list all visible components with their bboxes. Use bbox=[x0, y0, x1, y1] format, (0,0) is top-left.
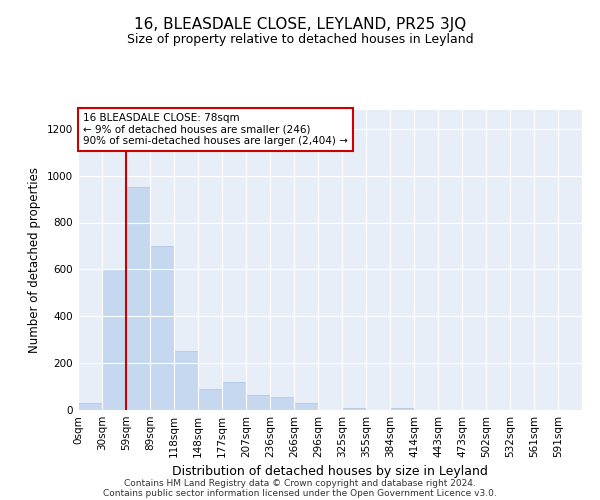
Bar bbox=[78, 403, 102, 410]
Text: Contains HM Land Registry data © Crown copyright and database right 2024.: Contains HM Land Registry data © Crown c… bbox=[124, 478, 476, 488]
Bar bbox=[222, 382, 246, 410]
Bar bbox=[174, 352, 198, 410]
X-axis label: Distribution of detached houses by size in Leyland: Distribution of detached houses by size … bbox=[172, 466, 488, 478]
Y-axis label: Number of detached properties: Number of detached properties bbox=[28, 167, 41, 353]
Bar bbox=[102, 270, 126, 410]
Bar bbox=[198, 389, 222, 410]
Text: Size of property relative to detached houses in Leyland: Size of property relative to detached ho… bbox=[127, 32, 473, 46]
Bar bbox=[390, 408, 414, 410]
Bar bbox=[150, 246, 174, 410]
Bar bbox=[342, 408, 366, 410]
Bar bbox=[126, 188, 150, 410]
Text: Contains public sector information licensed under the Open Government Licence v3: Contains public sector information licen… bbox=[103, 488, 497, 498]
Text: 16, BLEASDALE CLOSE, LEYLAND, PR25 3JQ: 16, BLEASDALE CLOSE, LEYLAND, PR25 3JQ bbox=[134, 18, 466, 32]
Bar bbox=[270, 397, 294, 410]
Bar bbox=[246, 395, 270, 410]
Text: 16 BLEASDALE CLOSE: 78sqm
← 9% of detached houses are smaller (246)
90% of semi-: 16 BLEASDALE CLOSE: 78sqm ← 9% of detach… bbox=[83, 113, 348, 146]
Bar bbox=[294, 403, 318, 410]
